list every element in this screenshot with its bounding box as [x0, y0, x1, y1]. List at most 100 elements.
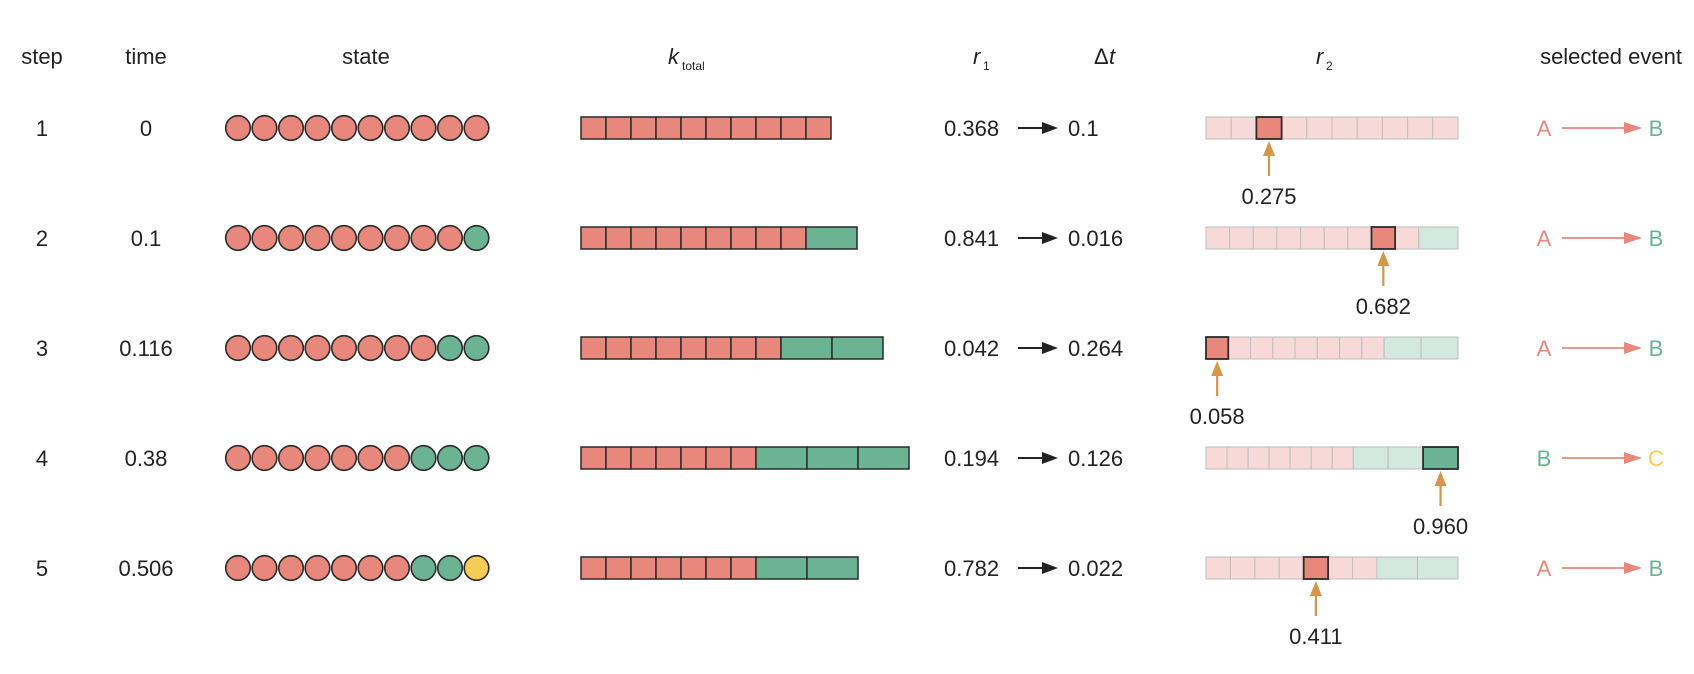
event-to-species: B [1649, 226, 1664, 251]
event-to-species: C [1648, 446, 1664, 471]
molecule-A [251, 554, 278, 582]
r2-cell-A [1229, 556, 1256, 580]
molecule-A [251, 444, 278, 472]
molecule-B [410, 554, 437, 582]
r1-to-dt-arrow-head [1042, 562, 1058, 574]
r2-cell-B [1418, 226, 1459, 250]
dt-value: 0.022 [1068, 556, 1123, 581]
state-circles [224, 114, 490, 142]
r2-cell-A [1205, 556, 1231, 580]
r2-cell-A [1352, 556, 1378, 580]
molecule-A [383, 224, 411, 252]
molecule-B [463, 444, 490, 472]
propensity-block-A [755, 336, 782, 360]
propensity-block-A [630, 446, 657, 470]
step-number: 2 [36, 226, 48, 251]
r2-cell-A [1289, 446, 1312, 470]
step-number: 1 [36, 116, 48, 141]
header-dt-var: t [1109, 44, 1116, 69]
event-from-species: A [1537, 226, 1552, 251]
r2-value: 0.411 [1289, 624, 1342, 649]
propensity-block-B [806, 446, 859, 470]
r2-cell-A [1226, 446, 1249, 470]
r2-value: 0.275 [1241, 184, 1296, 209]
propensity-block-A [705, 226, 732, 250]
molecule-B [463, 224, 490, 252]
r2-cell-B [1416, 556, 1459, 580]
r2-cell-B [1352, 446, 1389, 470]
propensity-block-A [705, 556, 732, 580]
propensity-block-A [605, 226, 632, 250]
r2-cell-B [1420, 336, 1459, 360]
molecule-A [277, 334, 305, 362]
molecule-A [304, 334, 331, 362]
state-circles [224, 554, 490, 582]
propensity-block-A [730, 446, 757, 470]
molecule-A [330, 114, 358, 142]
propensity-block-B [805, 226, 858, 250]
propensity-block-A [630, 336, 657, 360]
header-selected-event: selected event [1540, 44, 1682, 69]
propensity-block-A [655, 116, 682, 140]
r2-cell-A [1323, 226, 1349, 250]
molecule-A [383, 444, 411, 472]
k-total-bar [580, 336, 884, 360]
propensity-block-A [655, 336, 682, 360]
time-value: 0.116 [119, 336, 172, 361]
molecule-A [330, 224, 358, 252]
molecule-A [224, 554, 252, 582]
r1-value: 0.194 [944, 446, 999, 471]
propensity-block-A [780, 226, 807, 250]
header-k-total-subscript: total [682, 59, 705, 73]
r1-value: 0.368 [944, 116, 999, 141]
r2-cell-A [1327, 556, 1354, 580]
molecule-A [357, 224, 384, 252]
propensity-block-A [580, 116, 607, 140]
r2-selection-bar [1205, 336, 1459, 360]
r2-cell-A [1331, 446, 1354, 470]
r2-selection-bar [1205, 446, 1459, 470]
event-to-species: B [1649, 556, 1664, 581]
molecule-A [383, 554, 411, 582]
molecule-A [330, 444, 358, 472]
event-arrow-head [1624, 232, 1642, 244]
molecule-B [436, 444, 464, 472]
state-circles [224, 444, 490, 472]
r2-cell-A [1230, 116, 1257, 140]
molecule-A [224, 334, 252, 362]
propensity-block-A [755, 226, 782, 250]
propensity-block-A [680, 556, 707, 580]
r2-cell-A [1306, 116, 1333, 140]
propensity-block-A [680, 116, 707, 140]
propensity-block-B [780, 336, 833, 360]
molecule-A [251, 334, 278, 362]
event-to-species: B [1649, 336, 1664, 361]
dt-value: 0.126 [1068, 446, 1123, 471]
molecule-A [224, 114, 252, 142]
r1-to-dt-arrow-head [1042, 452, 1058, 464]
header-r2: r [1316, 44, 1325, 69]
step-number: 5 [36, 556, 48, 581]
molecule-A [224, 224, 252, 252]
r1-value: 0.782 [944, 556, 999, 581]
propensity-block-B [755, 556, 808, 580]
propensity-block-A [655, 556, 682, 580]
molecule-A [224, 444, 252, 472]
r2-cell-A [1205, 116, 1232, 140]
r2-cell-A [1432, 116, 1459, 140]
r2-pointer-arrow-head [1434, 471, 1447, 486]
molecule-C [463, 554, 490, 582]
r2-pointer-arrow-head [1377, 251, 1390, 266]
molecule-A [436, 114, 464, 142]
r2-cell-A [1310, 446, 1333, 470]
propensity-block-A [680, 336, 707, 360]
r2-cell-A [1381, 116, 1409, 140]
molecule-A [304, 444, 331, 472]
molecule-A [357, 114, 384, 142]
